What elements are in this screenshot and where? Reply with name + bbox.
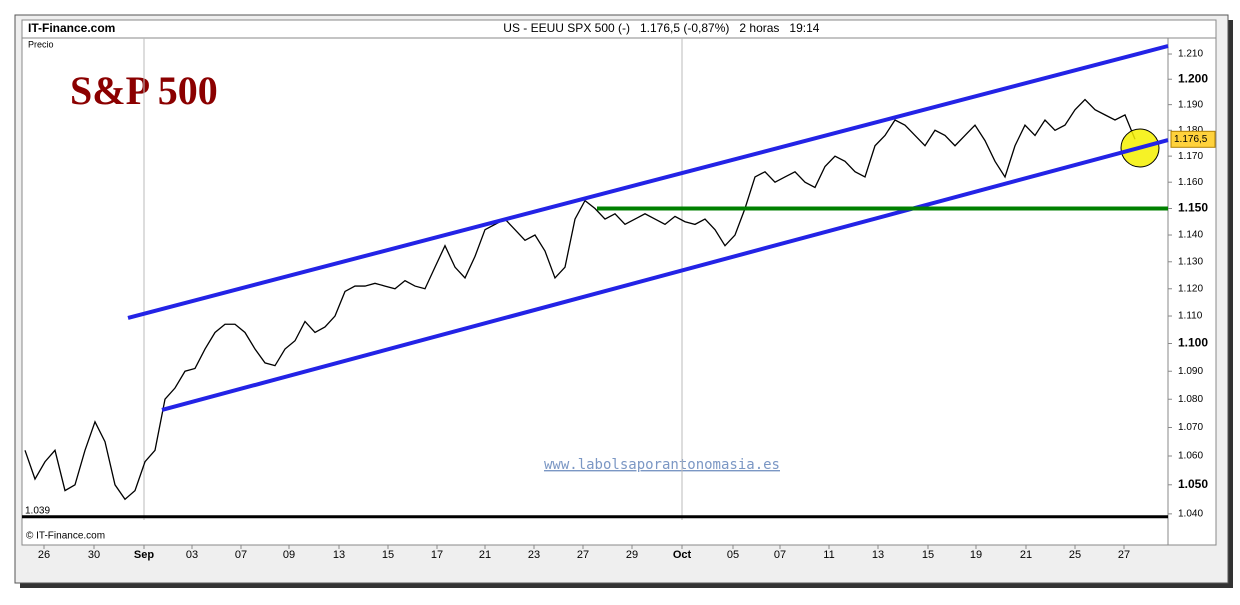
x-tick-label: 05 — [727, 549, 739, 561]
last-price-box — [1170, 130, 1216, 148]
y-tick-label: 1.200 — [1178, 71, 1208, 85]
x-tick-label: 23 — [528, 549, 540, 561]
x-tick-label: 19 — [970, 549, 982, 561]
y-tick-label: 1.080 — [1178, 394, 1203, 405]
support-label: 1.039 — [25, 505, 50, 516]
x-tick-label: 09 — [283, 549, 295, 561]
y-label: Precio — [28, 39, 54, 49]
y-tick-label: 1.040 — [1178, 509, 1203, 520]
y-tick-label: 1.050 — [1178, 477, 1208, 491]
last-price-label: 1.176,5 — [1174, 134, 1208, 145]
x-tick-label: 21 — [479, 549, 491, 561]
trend-line — [161, 138, 1169, 412]
chart-subtitle: 1.176,5 (-0,87%) 2 horas 19:14 — [640, 21, 820, 35]
price-line — [24, 98, 1136, 501]
trend-line — [127, 44, 1169, 320]
y-tick-label: 1.140 — [1178, 230, 1203, 241]
x-tick-label: 26 — [38, 549, 50, 561]
y-tick-label: 1.190 — [1178, 99, 1203, 110]
y-tick-label: 1.070 — [1178, 422, 1203, 433]
y-tick-label: 1.120 — [1178, 283, 1203, 294]
x-tick-label: 07 — [235, 549, 247, 561]
y-tick-label: 1.090 — [1178, 366, 1203, 377]
x-tick-label: Sep — [134, 549, 154, 561]
x-tick-label: 03 — [186, 549, 198, 561]
x-tick-label: 15 — [922, 549, 934, 561]
y-tick-label: 1.170 — [1178, 151, 1203, 162]
plot: 1.040 1.050 1.060 1.070 1.080 1.090 1.100 1.110… — [24, 38, 1208, 561]
x-tick-label: 27 — [1118, 549, 1130, 561]
x-tick-label: 11 — [823, 549, 834, 561]
x-tick-label: 27 — [577, 549, 589, 561]
x-tick-label: 13 — [872, 549, 884, 561]
copyright: © IT-Finance.com — [26, 531, 105, 542]
y-tick-label: 1.160 — [1178, 177, 1203, 188]
y-tick-label: 1.150 — [1178, 201, 1208, 215]
y-tick-label: 1.210 — [1178, 49, 1203, 60]
x-tick-label: 29 — [626, 549, 638, 561]
y-tick-label: 1.100 — [1178, 336, 1208, 350]
chart-title: US - EEUU SPX 500 (-) — [503, 21, 630, 35]
y-tick-label: 1.130 — [1178, 256, 1203, 267]
x-tick-label: 17 — [431, 549, 443, 561]
watermark: www.labolsaporantonomasia.es — [544, 457, 780, 473]
x-tick-label: 21 — [1020, 549, 1032, 561]
y-tick-label: 1.180 — [1178, 125, 1203, 136]
x-tick-label: 30 — [88, 549, 100, 561]
x-tick-label: 07 — [774, 549, 786, 561]
overlay: 1.039 1.176,5 — [22, 44, 1216, 519]
x-tick-label: 15 — [382, 549, 394, 561]
panel — [21, 19, 1217, 546]
y-tick-label: 1.110 — [1178, 311, 1203, 322]
x-tick-label: 25 — [1069, 549, 1081, 561]
x-tick-label: Oct — [673, 549, 692, 561]
y-tick-label: 1.060 — [1178, 451, 1203, 462]
x-tick-label: 13 — [333, 549, 345, 561]
source: IT-Finance.com — [28, 21, 115, 35]
